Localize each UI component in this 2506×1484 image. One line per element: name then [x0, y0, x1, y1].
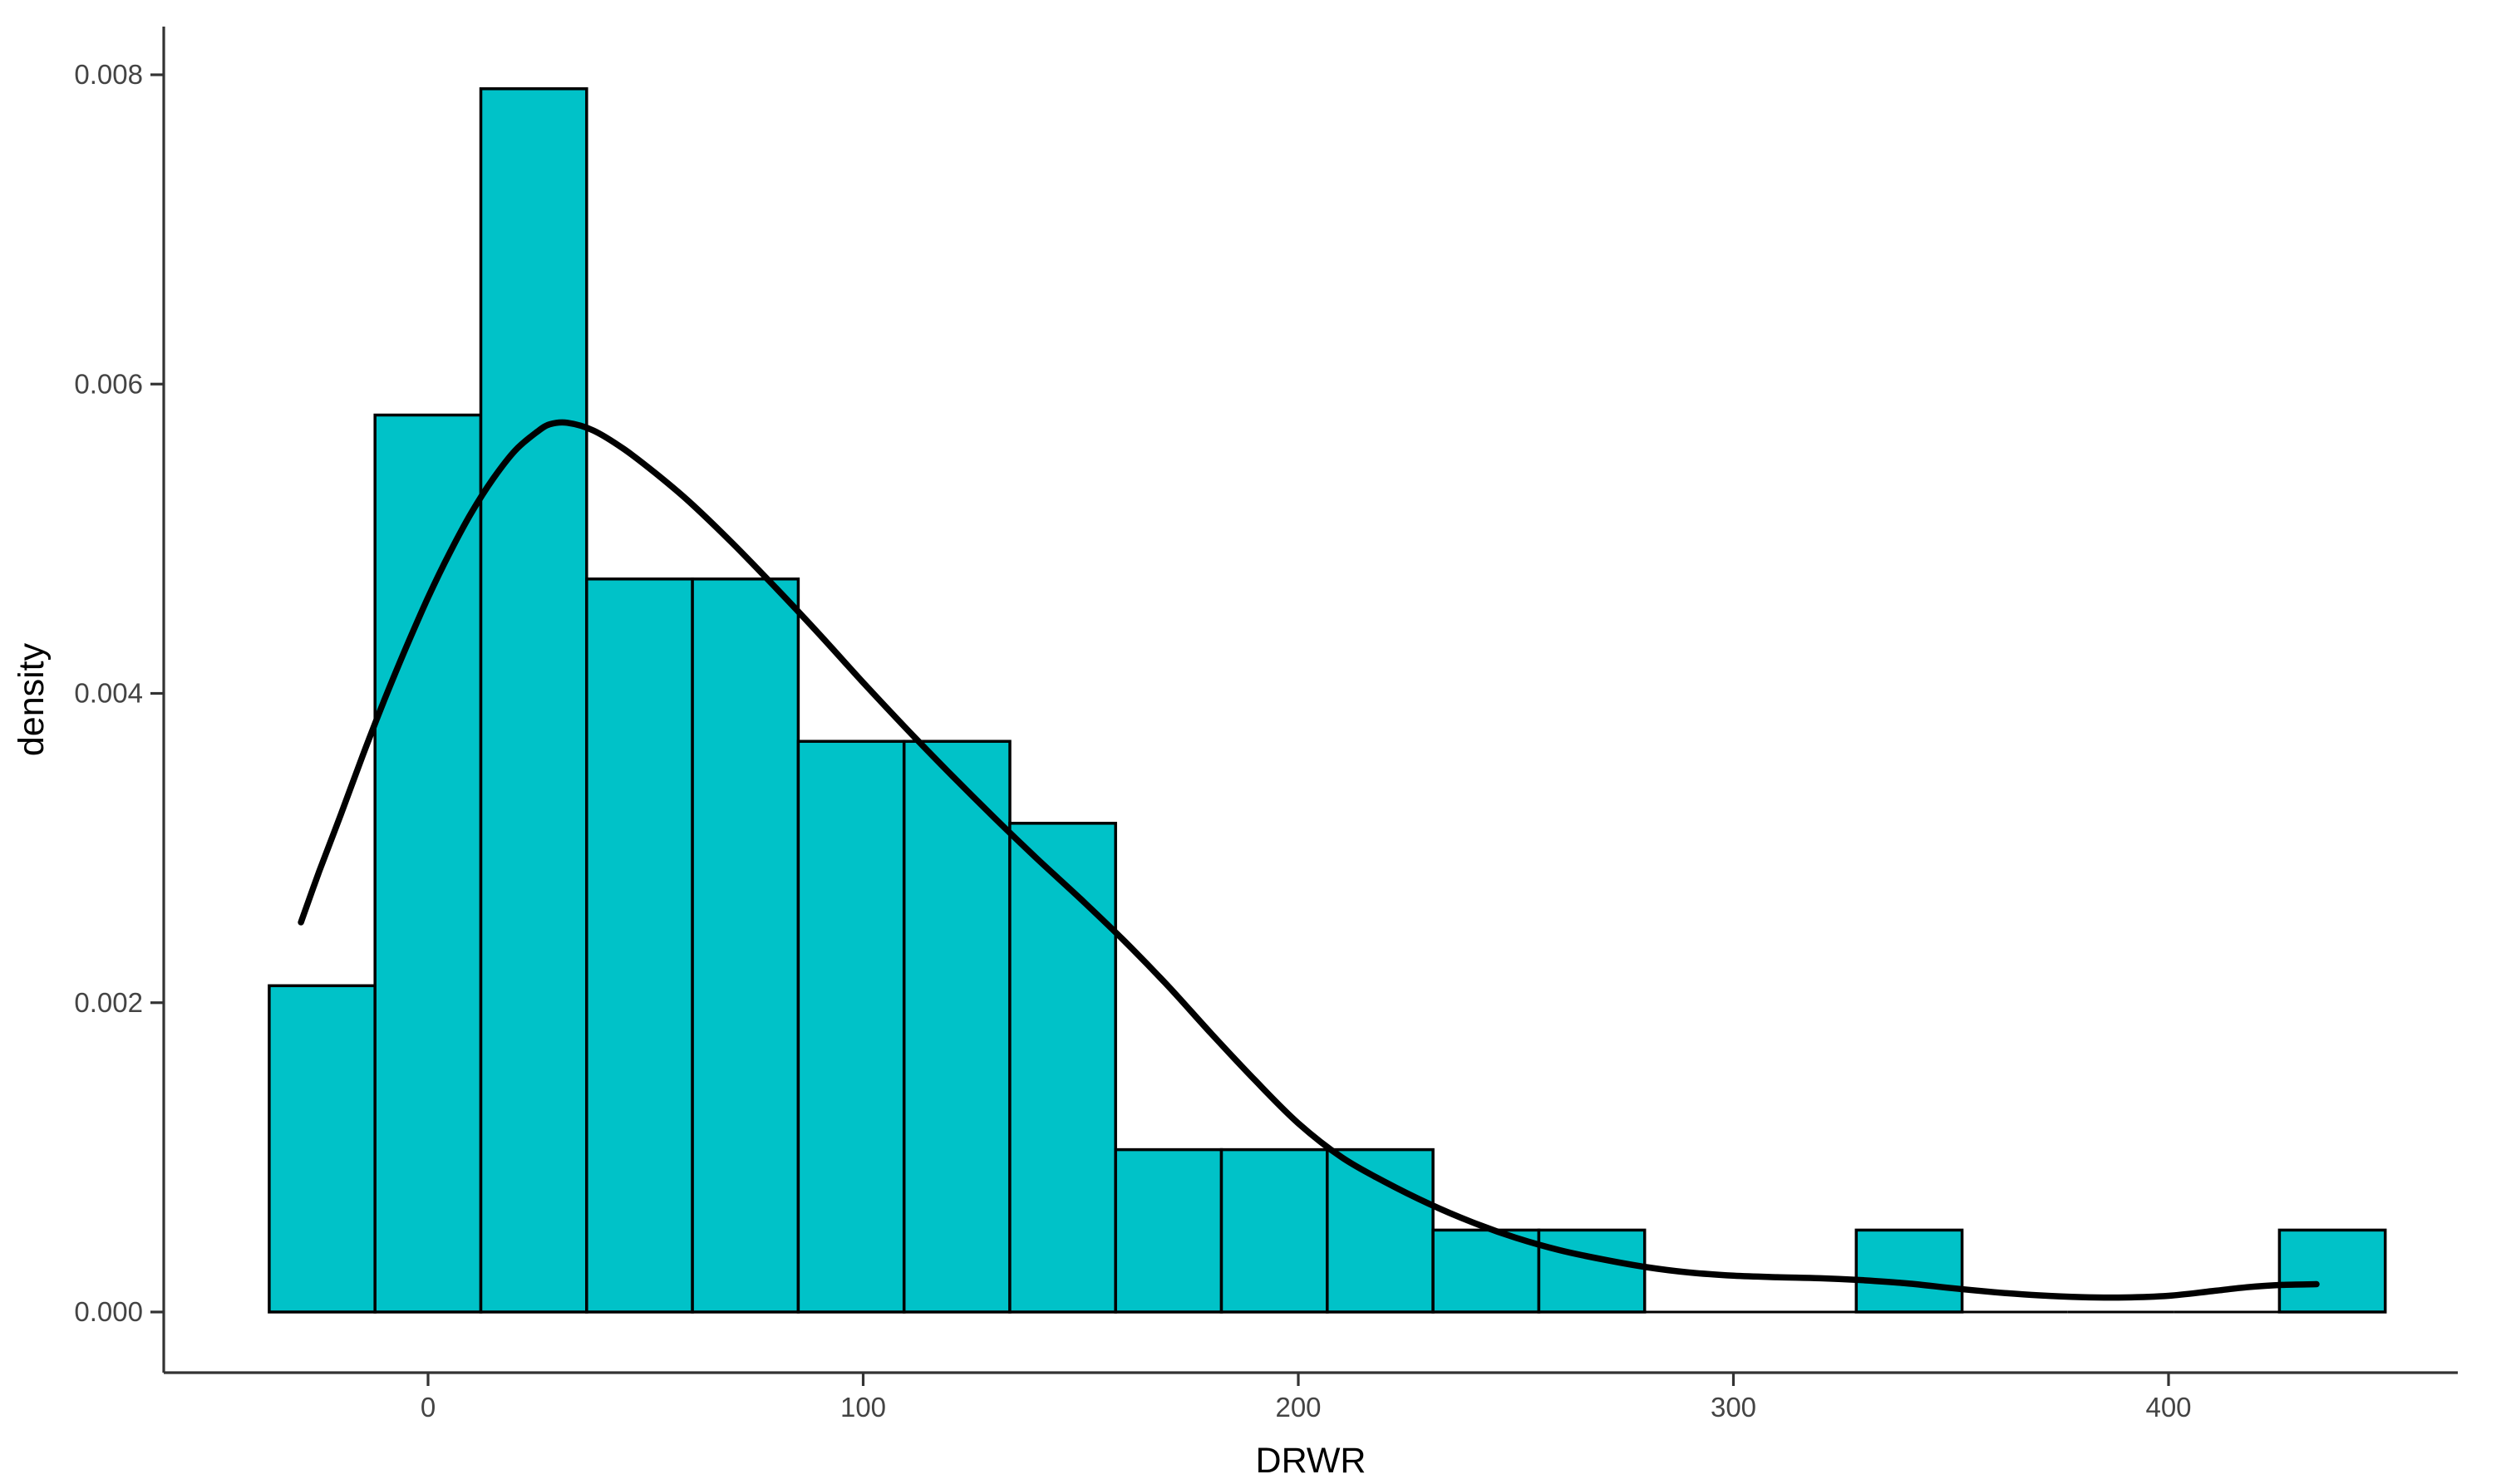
histogram-bar: [268, 984, 377, 1314]
histogram-bar: [2277, 1228, 2387, 1314]
y-tick-label: 0.000: [74, 1296, 143, 1327]
y-axis-title: density: [12, 642, 52, 756]
y-tick-label: 0.008: [74, 59, 143, 90]
histogram-bar: [1219, 1147, 1329, 1314]
density-curve-group: [298, 419, 2320, 1301]
histogram-bar: [585, 577, 694, 1314]
histogram-bar: [796, 740, 906, 1314]
histogram-bar: [479, 87, 588, 1314]
histogram-bar: [1326, 1147, 1435, 1314]
tick-labels-group: 0 100 200 300 400 0.000 0.002 0.004 0.006 0.008: [74, 59, 2191, 1423]
histogram-bar: [1431, 1228, 1541, 1314]
x-axis-title: DRWR: [1256, 1441, 1366, 1481]
x-tick-label: 300: [1711, 1392, 1756, 1423]
histogram-bar: [902, 740, 1012, 1314]
histogram-bar: [691, 577, 800, 1314]
x-tick-label: 400: [2145, 1392, 2191, 1423]
y-tick-label: 0.004: [74, 678, 143, 709]
x-tick-label: 0: [421, 1392, 436, 1423]
x-tick-label: 200: [1275, 1392, 1321, 1423]
histogram-bar: [1854, 1228, 1964, 1314]
histogram-bar: [1537, 1228, 1647, 1314]
histogram-bar: [373, 413, 483, 1314]
density-curve: [298, 419, 2320, 1301]
x-tick-label: 100: [840, 1392, 886, 1423]
axes-group: [150, 27, 2458, 1386]
histogram-bar: [1114, 1147, 1223, 1314]
y-tick-label: 0.006: [74, 368, 143, 399]
histogram-bar: [1008, 822, 1117, 1314]
y-tick-label: 0.002: [74, 987, 143, 1018]
bars-group: [268, 87, 2387, 1314]
